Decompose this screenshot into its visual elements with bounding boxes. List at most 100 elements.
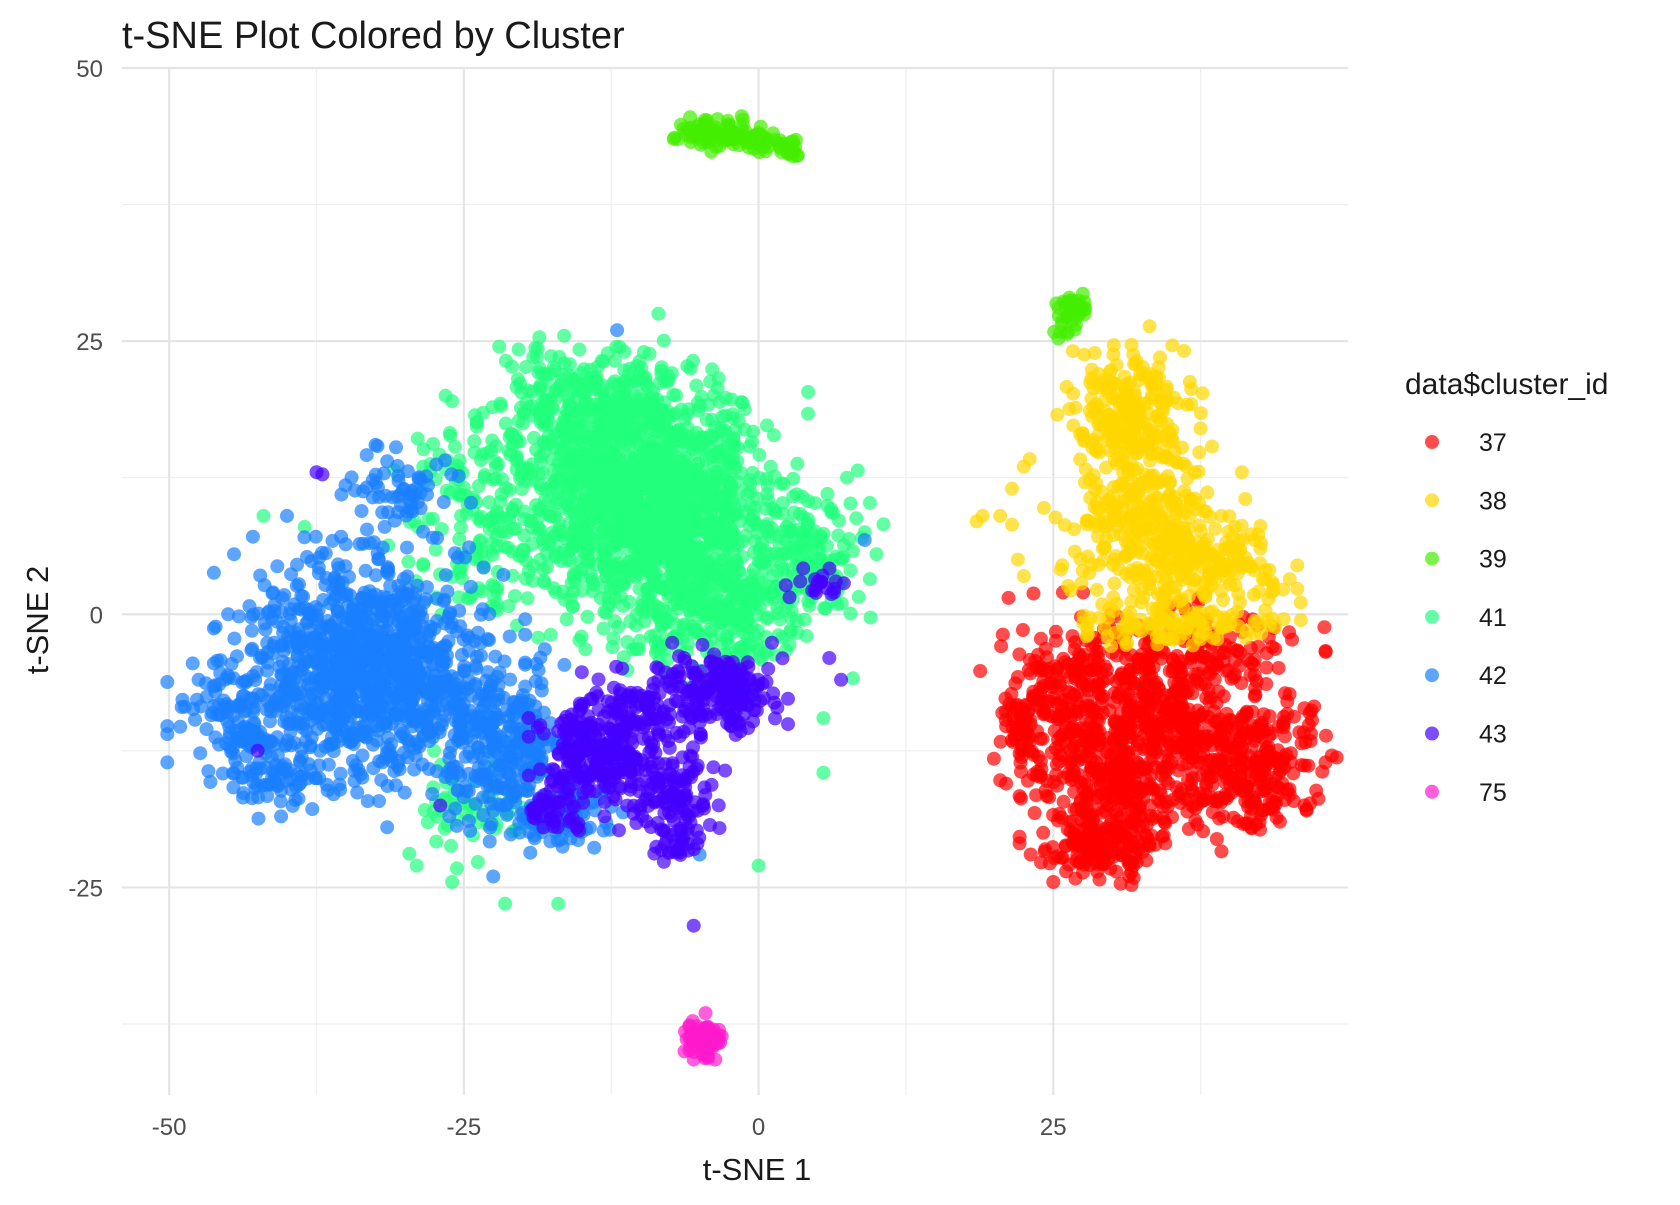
point-37 (1157, 829, 1171, 843)
point-38 (1149, 377, 1163, 391)
point-41 (686, 438, 700, 452)
point-37 (1286, 766, 1300, 780)
point-37 (1116, 754, 1130, 768)
point-38 (1254, 627, 1268, 641)
point-41 (640, 407, 654, 421)
point-39 (739, 125, 753, 139)
point-41 (594, 458, 608, 472)
point-41 (547, 463, 561, 477)
point-41 (864, 611, 878, 625)
point-38 (1090, 583, 1104, 597)
point-41 (634, 567, 648, 581)
point-41 (563, 553, 577, 567)
point-38 (1157, 439, 1171, 453)
point-38 (1122, 467, 1136, 481)
point-41 (816, 766, 830, 780)
point-37 (987, 752, 1001, 766)
point-41 (519, 572, 533, 586)
point-38 (1144, 552, 1158, 566)
point-38 (1294, 613, 1308, 627)
point-41 (503, 483, 517, 497)
point-38 (1205, 548, 1219, 562)
point-37 (1272, 661, 1286, 675)
point-38 (1247, 588, 1261, 602)
point-41 (688, 520, 702, 534)
point-37 (1103, 836, 1117, 850)
point-41 (863, 496, 877, 510)
point-38 (1090, 495, 1104, 509)
point-41 (796, 510, 810, 524)
point-41 (556, 418, 570, 432)
point-38 (1154, 396, 1168, 410)
point-41 (551, 897, 565, 911)
point-41 (689, 379, 703, 393)
point-42 (207, 566, 221, 580)
point-37 (1054, 810, 1068, 824)
point-41 (601, 346, 615, 360)
point-41 (486, 400, 500, 414)
point-41 (410, 859, 424, 873)
point-41 (770, 564, 784, 578)
point-41 (426, 512, 440, 526)
point-37 (973, 664, 987, 678)
chart-title: t-SNE Plot Colored by Cluster (122, 15, 625, 57)
point-38 (1179, 459, 1193, 473)
point-37 (1040, 789, 1054, 803)
point-41 (660, 537, 674, 551)
point-37 (1100, 745, 1114, 759)
point-38 (1180, 398, 1194, 412)
point-38 (1107, 338, 1121, 352)
point-37 (1147, 737, 1161, 751)
point-41 (578, 642, 592, 656)
point-41 (619, 388, 633, 402)
point-41 (478, 471, 492, 485)
point-41 (438, 821, 452, 835)
point-37 (1215, 844, 1229, 858)
point-41 (521, 591, 535, 605)
point-41 (790, 626, 804, 640)
point-38 (1150, 638, 1164, 652)
point-37 (995, 706, 1009, 720)
point-38 (1081, 550, 1095, 564)
point-38 (1050, 408, 1064, 422)
point-41 (666, 433, 680, 447)
point-38 (1078, 476, 1092, 490)
point-41 (680, 407, 694, 421)
point-37 (1251, 761, 1265, 775)
point-37 (1028, 806, 1042, 820)
point-41 (657, 334, 671, 348)
point-38 (1215, 621, 1229, 635)
point-37 (1016, 623, 1030, 637)
point-41 (492, 340, 506, 354)
point-41 (752, 859, 766, 873)
point-41 (505, 501, 519, 515)
point-41 (617, 515, 631, 529)
point-41 (596, 383, 610, 397)
point-37 (1082, 827, 1096, 841)
point-38 (1290, 558, 1304, 572)
point-38 (1097, 515, 1111, 529)
point-38 (1088, 346, 1102, 360)
point-41 (537, 435, 551, 449)
point-41 (445, 875, 459, 889)
point-41 (703, 375, 717, 389)
point-38 (1228, 520, 1242, 534)
point-41 (863, 572, 877, 586)
point-38 (1205, 440, 1219, 454)
point-37 (1304, 703, 1318, 717)
point-38 (1116, 501, 1130, 515)
point-41 (575, 630, 589, 644)
point-37 (1128, 815, 1142, 829)
point-41 (634, 549, 648, 563)
point-41 (560, 612, 574, 626)
point-37 (1285, 633, 1299, 647)
point-37 (1050, 779, 1064, 793)
point-38 (1103, 374, 1117, 388)
point-37 (994, 639, 1008, 653)
point-38 (993, 509, 1007, 523)
point-38 (1177, 570, 1191, 584)
point-37 (1012, 647, 1026, 661)
point-37 (1091, 802, 1105, 816)
point-41 (599, 404, 613, 418)
